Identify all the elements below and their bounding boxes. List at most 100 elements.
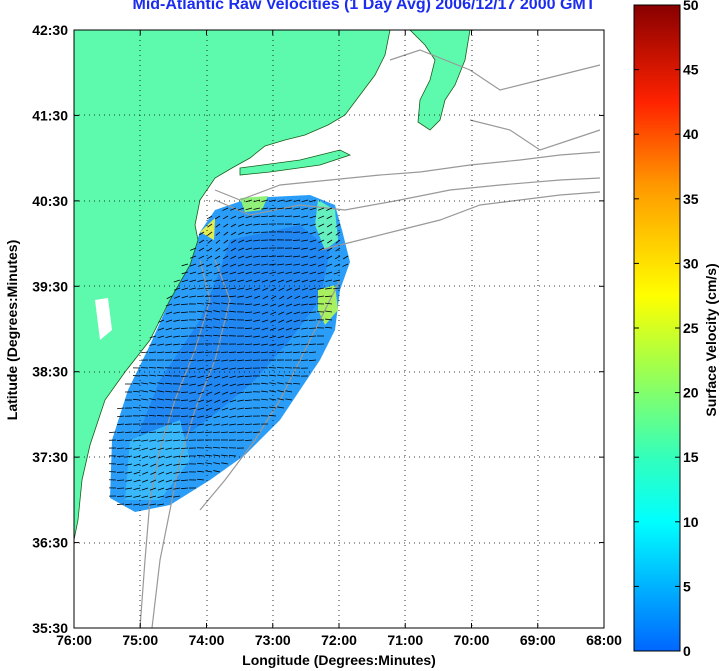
- velocity-vector: [133, 479, 141, 483]
- velocity-vector: [214, 215, 221, 220]
- x-tick-label: 73:00: [255, 632, 291, 648]
- velocity-vector: [237, 271, 245, 275]
- velocity-vector: [189, 399, 197, 402]
- velocity-vector: [221, 367, 229, 371]
- velocity-vector: [301, 343, 309, 346]
- velocity-vector: [181, 391, 189, 393]
- velocity-vector: [165, 382, 173, 385]
- velocity-vector: [213, 415, 221, 419]
- velocity-vector: [325, 318, 333, 321]
- velocity-vector: [197, 415, 205, 418]
- velocity-vector: [221, 423, 229, 426]
- velocity-vector: [215, 231, 221, 236]
- velocity-vector: [206, 391, 213, 395]
- velocity-vector: [245, 343, 253, 346]
- velocity-vector: [133, 503, 141, 506]
- velocity-vector: [213, 351, 221, 353]
- velocity-vector: [309, 359, 317, 362]
- velocity-vector: [245, 391, 253, 393]
- velocity-vector: [215, 223, 221, 228]
- velocity-vector: [317, 295, 325, 298]
- colorbar-tick-label: 15: [683, 449, 699, 465]
- velocity-vector: [309, 231, 317, 235]
- velocity-vector: [165, 471, 173, 475]
- velocity-vector: [269, 374, 277, 377]
- velocity-vector: [317, 263, 325, 267]
- velocity-vector: [149, 351, 157, 354]
- velocity-vector: [237, 279, 245, 283]
- velocity-vector: [277, 327, 285, 331]
- velocity-vector: [213, 359, 221, 362]
- velocity-vector: [221, 415, 229, 419]
- velocity-vector: [173, 447, 181, 450]
- velocity-vector: [325, 302, 333, 305]
- velocity-vector: [270, 287, 277, 292]
- velocity-vector: [214, 399, 221, 403]
- velocity-vector: [221, 318, 229, 321]
- chart-title: Mid-Atlantic Raw Velocities (1 Day Avg) …: [132, 0, 596, 13]
- velocity-vector: [174, 295, 181, 299]
- colorbar-tick-label: 45: [683, 62, 699, 78]
- y-tick-label: 42:30: [32, 22, 68, 38]
- velocity-vector: [125, 471, 133, 474]
- velocity-vector: [237, 431, 245, 434]
- velocity-vector: [213, 454, 221, 457]
- velocity-vector: [269, 415, 277, 417]
- velocity-vector: [173, 287, 181, 291]
- velocity-vector: [213, 318, 221, 321]
- velocity-vector: [278, 303, 285, 307]
- velocity-vector: [253, 247, 261, 250]
- velocity-vector: [245, 215, 253, 219]
- y-tick-label: 36:30: [32, 535, 68, 551]
- velocity-vector: [181, 383, 189, 385]
- velocity-vector: [197, 302, 205, 305]
- velocity-vector: [285, 327, 293, 331]
- velocity-vector: [253, 319, 261, 322]
- velocity-vector: [149, 431, 157, 434]
- velocity-vector: [173, 343, 181, 346]
- velocity-vector: [245, 263, 253, 267]
- velocity-vector: [277, 382, 285, 385]
- velocity-vector: [221, 302, 229, 305]
- velocity-vector: [181, 407, 189, 409]
- colorbar-tick-label: 10: [683, 514, 699, 530]
- velocity-vector: [309, 239, 317, 243]
- velocity-vector: [245, 375, 253, 377]
- velocity-vector: [165, 351, 173, 354]
- velocity-vector: [165, 311, 173, 315]
- colorbar-tick-label: 5: [683, 578, 691, 594]
- velocity-vector: [279, 295, 285, 300]
- velocity-vector: [125, 431, 133, 434]
- velocity-vector: [205, 431, 213, 434]
- velocity-vector: [309, 255, 317, 259]
- velocity-vector: [214, 391, 221, 395]
- velocity-vector: [197, 359, 205, 362]
- velocity-vector: [205, 287, 213, 290]
- velocity-vector: [222, 255, 229, 260]
- colorbar-tick-label: 30: [683, 255, 699, 271]
- velocity-vector: [285, 303, 293, 307]
- velocity-vector: [261, 343, 269, 346]
- velocity-vector: [293, 319, 301, 323]
- velocity-vector: [245, 303, 253, 306]
- velocity-vector: [237, 407, 245, 410]
- velocity-vector: [261, 398, 269, 401]
- velocity-vector: [205, 415, 213, 419]
- velocity-vector: [149, 414, 157, 417]
- velocity-vector: [262, 295, 269, 300]
- velocity-vector: [133, 463, 141, 467]
- x-axis-ticks: 76:00 75:00 74:00 73:00 72:00 71:00 70:00 69:00…: [56, 30, 622, 648]
- velocity-vector: [237, 391, 245, 394]
- velocity-vector: [157, 374, 165, 377]
- velocity-vector: [229, 287, 237, 290]
- velocity-vector: [181, 367, 189, 369]
- velocity-vector: [165, 495, 173, 498]
- velocity-vector: [149, 367, 157, 369]
- velocity-vector: [197, 399, 205, 403]
- velocity-vector: [223, 239, 229, 244]
- velocity-vector: [326, 247, 333, 252]
- velocity-vector: [213, 271, 221, 275]
- velocity-vector: [117, 495, 125, 497]
- velocity-vector: [285, 263, 293, 266]
